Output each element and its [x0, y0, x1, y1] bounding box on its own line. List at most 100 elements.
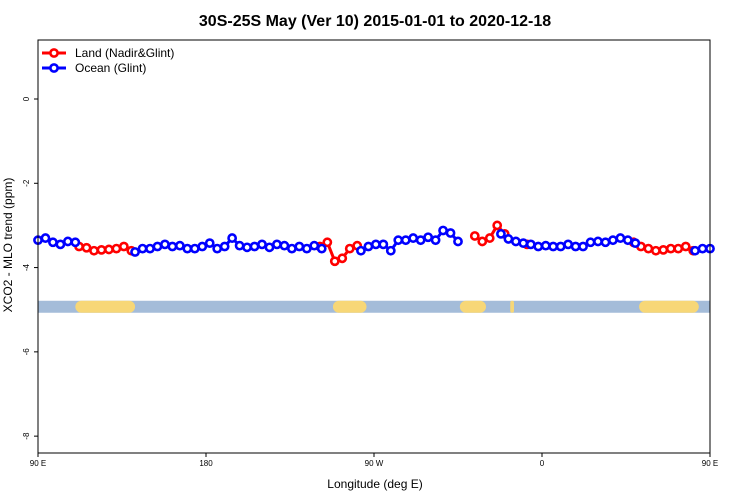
land-band-segment	[459, 300, 486, 313]
data-point	[697, 243, 708, 254]
data-point	[445, 228, 456, 238]
data-point	[393, 235, 404, 246]
legend-label: Ocean (Glint)	[75, 61, 146, 75]
data-point	[578, 241, 588, 252]
data-point	[658, 244, 669, 255]
data-point	[48, 237, 58, 248]
data-point	[344, 243, 355, 254]
data-point	[533, 241, 544, 252]
data-point	[337, 253, 348, 264]
data-point	[650, 245, 661, 256]
data-point	[430, 235, 441, 246]
data-point	[89, 245, 99, 256]
data-point	[301, 243, 312, 254]
data-point	[189, 243, 200, 254]
data-point	[630, 238, 641, 249]
series-ocean	[33, 225, 715, 257]
axes: 90 E 180 90 W 0 90 E 0 -2 -4 -6 -8	[22, 96, 718, 468]
data-point	[496, 228, 506, 239]
data-point	[152, 241, 163, 252]
data-point	[510, 236, 521, 247]
y-tick-label: -4	[22, 263, 31, 271]
data-point	[264, 242, 275, 253]
data-point	[622, 235, 633, 246]
data-point	[378, 239, 389, 250]
x-tick-label: 90 E	[702, 459, 718, 468]
data-point	[160, 239, 170, 250]
y-tick-label: -6	[22, 348, 31, 356]
data-point	[272, 239, 282, 250]
data-point	[279, 240, 290, 251]
data-point	[174, 240, 185, 251]
data-point	[70, 237, 81, 248]
series-layer	[33, 220, 715, 267]
legend-marker	[49, 48, 59, 58]
data-point	[400, 235, 411, 246]
x-tick-label: 90 W	[365, 459, 384, 468]
y-tick-label: -8	[22, 432, 31, 440]
x-tick-label: 0	[540, 459, 545, 468]
legend-marker	[49, 63, 59, 73]
data-point	[309, 240, 320, 251]
data-point	[197, 241, 208, 252]
data-point	[673, 243, 684, 254]
data-point	[167, 241, 178, 252]
legend: Land (Nadir&Glint)Ocean (Glint)	[42, 46, 174, 75]
data-point	[593, 236, 603, 247]
data-point	[548, 241, 559, 252]
data-point	[484, 233, 495, 243]
y-axis-label: XCO2 - MLO trend (ppm)	[1, 178, 15, 313]
data-point	[680, 241, 691, 252]
data-point	[492, 220, 503, 231]
data-point	[96, 244, 107, 255]
y-tick-label: 0	[22, 96, 31, 101]
data-point	[600, 237, 611, 248]
x-tick-label: 90 E	[30, 459, 46, 468]
data-point	[415, 235, 426, 246]
data-point	[423, 232, 434, 243]
data-point	[316, 243, 327, 254]
data-point	[257, 239, 267, 250]
data-point	[608, 235, 618, 246]
chart-title: 30S-25S May (Ver 10) 2015-01-01 to 2020-…	[199, 13, 551, 30]
data-point	[525, 239, 536, 250]
data-point	[540, 240, 551, 251]
data-point	[322, 237, 333, 248]
data-point	[204, 238, 215, 249]
land-band-segment	[510, 300, 514, 313]
y-tick-label: -2	[22, 179, 31, 187]
data-point	[40, 233, 51, 243]
data-point	[249, 241, 260, 252]
data-point	[563, 239, 574, 250]
land-band-segment	[75, 300, 136, 313]
data-point	[227, 233, 238, 243]
data-point	[242, 242, 252, 253]
data-point	[219, 241, 230, 252]
land-ocean-band	[38, 300, 710, 313]
data-point	[615, 233, 626, 243]
data-point	[182, 243, 193, 254]
legend-item: Land (Nadir&Glint)	[42, 46, 174, 60]
data-point	[137, 243, 148, 254]
data-point	[286, 243, 297, 254]
land-band-segment	[639, 300, 699, 313]
data-point	[62, 236, 73, 247]
data-point	[503, 234, 514, 244]
data-point	[665, 243, 676, 254]
ocean-band	[38, 300, 710, 313]
data-point	[570, 241, 581, 252]
data-point	[690, 245, 700, 256]
data-point	[363, 241, 374, 252]
data-point	[234, 240, 245, 251]
land-band-segment	[332, 300, 367, 313]
data-point	[212, 243, 223, 254]
data-point	[356, 245, 366, 256]
data-point	[55, 239, 66, 250]
data-point	[408, 233, 419, 243]
data-point	[104, 244, 114, 255]
x-tick-label: 180	[199, 459, 213, 468]
data-point	[469, 231, 480, 241]
legend-item: Ocean (Glint)	[42, 61, 146, 75]
data-point	[118, 241, 129, 252]
